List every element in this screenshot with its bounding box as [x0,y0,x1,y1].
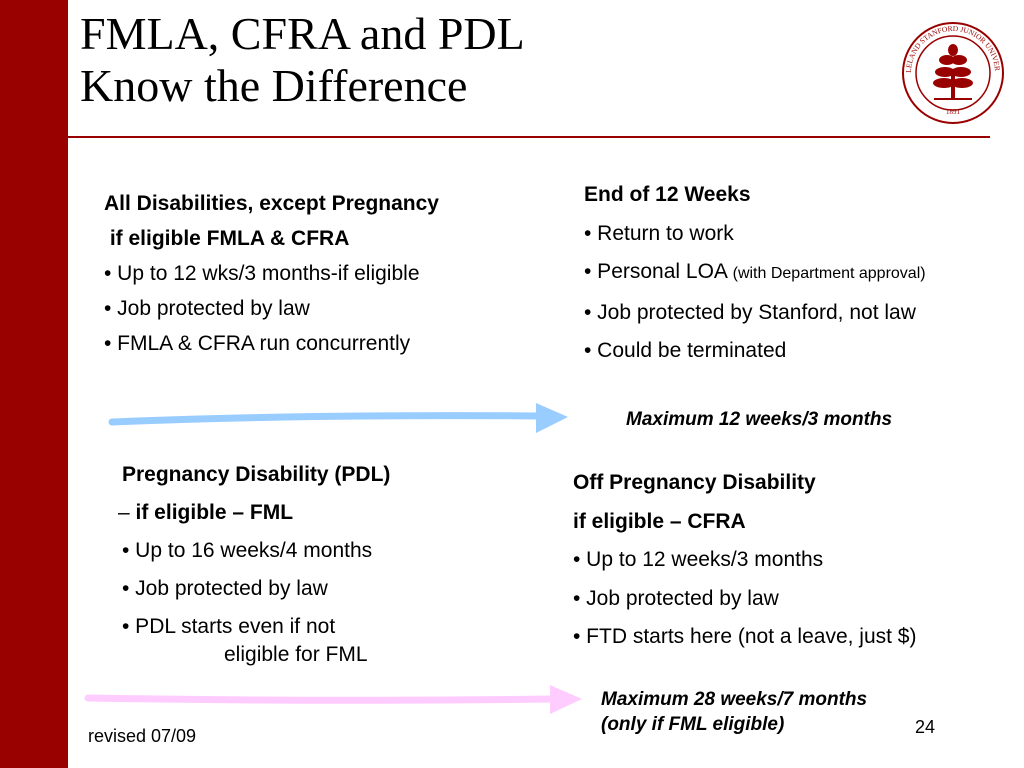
right-top-bullet-4: • Could be terminated [584,339,787,362]
left-bottom-heading-2-text: if eligible – FML [135,501,294,524]
left-top-bullet-2: • Job protected by law [104,297,310,320]
right-top-bullet-2-main: • Personal LOA [584,260,733,283]
pregnancy-disability-block: Pregnancy Disability (PDL) – if eligible… [118,456,391,668]
pink-arrow [84,685,582,714]
right-bottom-bullet-2: • Job protected by law [573,586,779,610]
left-top-heading-2: if eligible FMLA & CFRA [104,227,350,250]
right-top-bullet-3: • Job protected by Stanford, not law [584,300,916,324]
title-line-1: FMLA, CFRA and PDL [80,8,525,59]
left-bottom-bullet-1: • Up to 16 weeks/4 months [122,539,373,562]
left-bottom-heading-1: Pregnancy Disability (PDL) [122,463,391,486]
title-divider [68,136,990,138]
right-top-heading: End of 12 Weeks [584,183,751,206]
page-number: 24 [915,717,936,737]
max-28-weeks-line-1: Maximum 28 weeks/7 months [601,689,868,710]
left-bottom-bullet-3-cont: eligible for FML [224,643,368,666]
left-top-bullet-3: • FMLA & CFRA run concurrently [104,332,411,355]
off-pregnancy-disability-block: Off Pregnancy Disability if eligible – C… [573,464,916,657]
left-bottom-bullet-3: • PDL starts even if not [122,615,336,638]
max-12-weeks-label: Maximum 12 weeks/3 months [626,409,893,430]
end-of-12-weeks-block: End of 12 Weeks • Return to work • Perso… [584,176,926,371]
max-28-weeks-line-2: (only if FML eligible) [601,714,785,735]
all-disabilities-block: All Disabilities, except Pregnancy if el… [104,186,439,361]
slide-title: FMLA, CFRA and PDL Know the Difference [80,8,525,112]
left-bottom-heading-2: – if eligible – FML [118,494,390,532]
left-top-heading-1: All Disabilities, except Pregnancy [104,192,439,215]
right-top-bullet-1: • Return to work [584,221,734,245]
right-top-bullet-2-note: (with Department approval) [732,265,926,282]
right-bottom-heading-2: if eligible – CFRA [573,509,746,533]
seal-year: 1891 [946,108,961,116]
revised-date: revised 07/09 [88,726,197,746]
right-bottom-heading-1: Off Pregnancy Disability [573,471,816,494]
right-top-bullet-2: • Personal LOA (with Department approval… [584,253,926,294]
right-bottom-bullet-3: • FTD starts here (not a leave, just $) [573,625,917,648]
left-bottom-dash: – [118,501,136,524]
left-top-bullet-1: • Up to 12 wks/3 months-if eligible [104,262,420,285]
title-line-2: Know the Difference [80,60,468,111]
sidebar-band [0,0,68,768]
right-bottom-bullet-1: • Up to 12 weeks/3 months [573,548,824,571]
stanford-seal-logo: LELAND STANFORD JUNIOR UNIVERSITY 1891 [900,20,1004,124]
left-bottom-bullet-2: • Job protected by law [122,577,328,600]
max-28-weeks-label: Maximum 28 weeks/7 months (only if FML e… [601,687,867,737]
blue-arrow [108,403,568,433]
